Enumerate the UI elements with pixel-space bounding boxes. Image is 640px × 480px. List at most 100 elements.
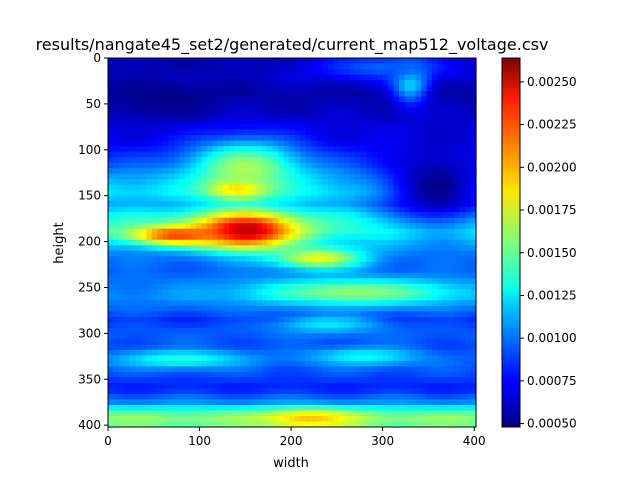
heatmap-cell xyxy=(157,382,164,390)
heatmap-cell xyxy=(228,294,235,301)
heatmap-cell xyxy=(151,399,159,406)
heatmap-cell xyxy=(432,239,439,246)
heatmap-cell xyxy=(234,102,241,109)
heatmap-cell xyxy=(239,300,246,307)
heatmap-cell xyxy=(118,322,126,329)
heatmap-cell xyxy=(113,74,120,81)
heatmap-cell xyxy=(454,146,461,153)
heatmap-cell xyxy=(366,223,373,230)
heatmap-cell xyxy=(184,162,191,169)
heatmap-cell xyxy=(179,146,186,153)
heatmap-cell xyxy=(184,157,191,164)
heatmap-cell xyxy=(404,91,411,98)
heatmap-cell xyxy=(140,184,148,191)
heatmap-cell xyxy=(355,129,362,136)
heatmap-cell xyxy=(118,179,126,186)
heatmap-cell xyxy=(448,250,455,257)
heatmap-cell xyxy=(377,206,384,213)
heatmap-cell xyxy=(278,388,285,395)
heatmap-cell xyxy=(118,377,126,384)
heatmap-cell xyxy=(267,151,274,158)
heatmap-cell xyxy=(168,239,175,246)
heatmap-cell xyxy=(195,399,202,406)
heatmap-cell xyxy=(283,344,290,351)
heatmap-cell xyxy=(206,322,213,329)
heatmap-cell xyxy=(151,217,159,224)
heatmap-cell xyxy=(217,377,224,384)
heatmap-cell xyxy=(173,217,180,224)
heatmap-cell xyxy=(448,162,455,169)
heatmap-cell xyxy=(234,212,241,219)
heatmap-cell xyxy=(294,272,301,279)
heatmap-cell xyxy=(190,107,197,114)
heatmap-cell xyxy=(245,206,252,213)
heatmap-cell xyxy=(140,173,148,180)
heatmap-cell xyxy=(300,195,307,202)
heatmap-cell xyxy=(283,74,290,81)
heatmap-cell xyxy=(448,118,455,125)
heatmap-cell xyxy=(201,278,208,285)
heatmap-cell xyxy=(245,322,252,329)
heatmap-cell xyxy=(333,250,340,257)
heatmap-cell xyxy=(283,168,290,175)
heatmap-cell xyxy=(294,311,301,318)
heatmap-cell xyxy=(322,85,329,92)
heatmap-cell xyxy=(129,80,137,87)
heatmap-cell xyxy=(415,415,422,423)
heatmap-cell xyxy=(377,267,384,274)
heatmap-cell xyxy=(415,195,422,202)
heatmap-cell xyxy=(129,388,137,395)
heatmap-cell xyxy=(349,179,356,186)
heatmap-cell xyxy=(124,206,131,213)
heatmap-cell xyxy=(283,256,290,263)
heatmap-cell xyxy=(410,272,417,279)
heatmap-cell xyxy=(250,69,257,76)
heatmap-cell xyxy=(388,179,395,186)
heatmap-cell xyxy=(206,206,213,213)
heatmap-cell xyxy=(371,206,378,213)
heatmap-cell xyxy=(113,283,120,290)
heatmap-cell xyxy=(294,74,301,81)
heatmap-cell xyxy=(294,113,301,120)
heatmap-cell xyxy=(355,399,362,406)
heatmap-cell xyxy=(344,146,351,153)
heatmap-cell xyxy=(140,239,148,246)
heatmap-cell xyxy=(256,294,263,301)
heatmap-cell xyxy=(300,69,307,76)
heatmap-cell xyxy=(360,195,367,202)
heatmap-cell xyxy=(173,393,180,401)
heatmap-cell xyxy=(217,190,224,197)
heatmap-cell xyxy=(168,272,175,279)
heatmap-cell xyxy=(393,360,400,368)
heatmap-cell xyxy=(195,421,202,428)
heatmap-cell xyxy=(426,69,433,76)
heatmap-cell xyxy=(426,102,433,109)
heatmap-cell xyxy=(294,278,301,285)
heatmap-cell xyxy=(113,151,120,158)
heatmap-cell xyxy=(173,107,180,114)
heatmap-cell xyxy=(322,80,329,87)
heatmap-cell xyxy=(289,305,296,312)
heatmap-cell xyxy=(454,102,461,109)
heatmap-cell xyxy=(278,212,285,219)
heatmap-cell xyxy=(459,217,466,224)
heatmap-cell xyxy=(393,173,400,180)
heatmap-cell xyxy=(410,223,417,230)
heatmap-cell xyxy=(470,250,477,257)
heatmap-cell xyxy=(448,173,455,180)
heatmap-cell xyxy=(404,118,411,125)
heatmap-cell xyxy=(179,272,186,279)
heatmap-cell xyxy=(432,382,439,390)
heatmap-cell xyxy=(404,157,411,164)
heatmap-cell xyxy=(377,113,384,120)
heatmap-cell xyxy=(311,300,318,307)
heatmap-cell xyxy=(217,250,224,257)
heatmap-cell xyxy=(168,157,175,164)
heatmap-cell xyxy=(217,151,224,158)
heatmap-cell xyxy=(382,217,389,224)
heatmap-cell xyxy=(157,289,164,296)
heatmap-cell xyxy=(267,173,274,180)
heatmap-cell xyxy=(360,234,367,241)
heatmap-cell xyxy=(168,360,175,368)
heatmap-cell xyxy=(432,311,439,318)
